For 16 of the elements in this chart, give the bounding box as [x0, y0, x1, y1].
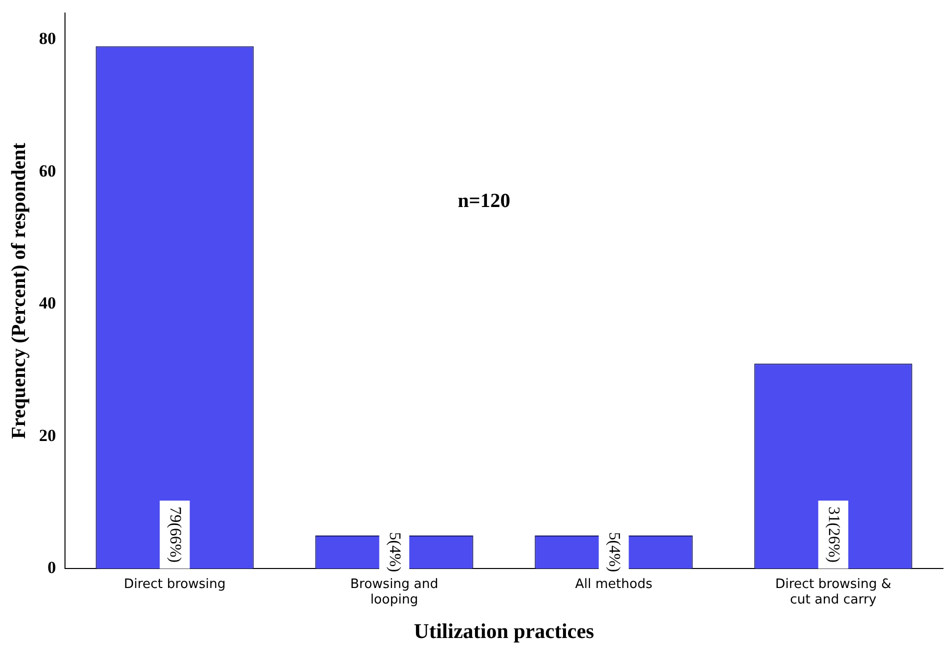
data-label: 79(66%): [166, 506, 184, 563]
x-tick-label: Direct browsing & cut and carry: [775, 576, 892, 608]
data-label: 31(26%): [825, 506, 842, 563]
y-tick-label: 20: [39, 426, 56, 445]
x-tick-label: Browsing and looping: [350, 576, 438, 608]
data-label: 5(4%): [386, 532, 404, 572]
y-tick-label: 80: [39, 29, 56, 48]
y-tick-label: 0: [48, 558, 56, 577]
data-label: 5(4%): [606, 532, 623, 572]
y-tick-label: 60: [39, 161, 56, 180]
annotation: n=120: [458, 190, 510, 212]
x-axis-title: Utilization practices: [414, 618, 594, 643]
x-tick-label: All methods: [575, 576, 653, 592]
y-axis-title: Frequency (Percent) of respondent: [8, 142, 30, 439]
y-tick-label: 40: [39, 294, 56, 313]
x-tick-label: Direct browsing: [124, 576, 226, 592]
